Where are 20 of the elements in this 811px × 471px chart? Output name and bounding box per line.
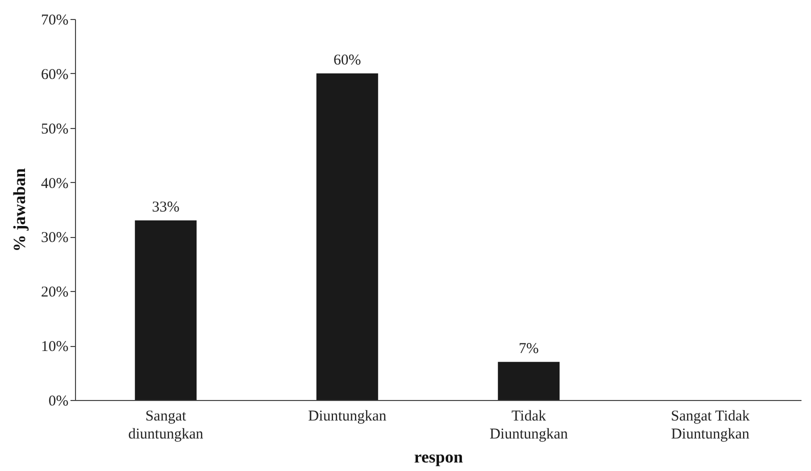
- x-tick-label: Tidak Diuntungkan: [490, 408, 568, 442]
- y-tick-label: 70%: [41, 12, 68, 28]
- bar: [498, 362, 560, 400]
- y-tick-label: 20%: [41, 284, 68, 301]
- x-axis-title: respon: [414, 448, 464, 466]
- data-label: 7%: [518, 340, 539, 357]
- data-label: 33%: [152, 199, 180, 216]
- x-tick-label: Diuntungkan: [308, 408, 387, 424]
- y-axis-title: % jawaban: [10, 168, 30, 252]
- bar: [316, 73, 378, 400]
- x-tick-label: Sangat diuntungkan: [128, 408, 204, 442]
- y-tick-label: 40%: [41, 176, 68, 192]
- y-tick-label: 30%: [41, 230, 68, 246]
- y-tick-label: 10%: [41, 339, 68, 356]
- bar: [134, 220, 197, 400]
- y-tick-label: 0%: [48, 394, 68, 410]
- y-tick-label: 50%: [41, 121, 68, 138]
- y-tick-label: 60%: [41, 66, 68, 83]
- x-tick-label: Sangat Tidak Diuntungkan: [670, 408, 750, 442]
- data-label: 60%: [334, 52, 361, 68]
